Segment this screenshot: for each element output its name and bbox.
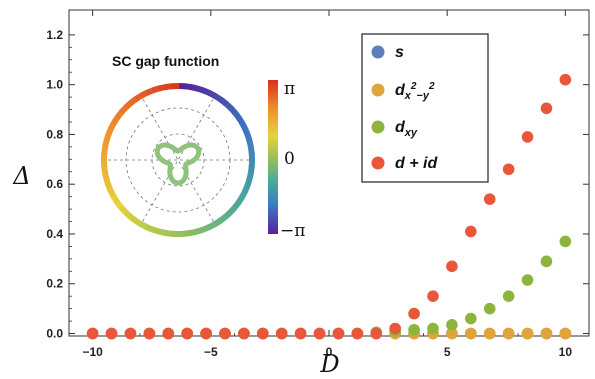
legend-label-s: s	[395, 44, 404, 61]
point-dx2-y2	[559, 327, 572, 340]
point-d-id	[408, 307, 420, 320]
point-d-id	[427, 290, 439, 302]
legend-dx2y2-mid: −y	[416, 90, 429, 102]
x-tick-label: 10	[559, 345, 573, 359]
point-d-id	[540, 102, 553, 115]
colorbar-label-mid: 0	[284, 149, 295, 169]
x-tick-label: −10	[82, 345, 103, 359]
point-d-id	[351, 327, 364, 340]
legend-label-did: d + id	[395, 155, 438, 172]
gap-amplitude-trefoil	[154, 142, 202, 186]
point-dx2-y2	[465, 327, 477, 340]
point-dx2-y2	[540, 327, 553, 340]
x-tick-label: 5	[444, 345, 451, 359]
legend-marker-dxy	[371, 120, 385, 134]
inset: SC gap function π 0 −π	[101, 53, 305, 241]
y-tick-label: 0.6	[46, 177, 63, 191]
legend-dxy-main: d	[395, 119, 406, 136]
point-d-id	[294, 327, 307, 340]
point-d-id	[181, 327, 193, 340]
gap-phase-ring	[101, 83, 255, 237]
point-d-id	[143, 327, 156, 340]
legend-dx2y2-sup1: 2	[410, 81, 417, 92]
point-dxy	[465, 312, 477, 325]
legend-label-dxy: dxy	[395, 119, 418, 139]
point-d-id	[313, 327, 326, 340]
point-d-id	[370, 327, 383, 340]
point-d-id	[559, 73, 572, 86]
x-tick-label: −5	[204, 345, 218, 359]
point-dx2-y2	[521, 327, 534, 340]
legend-marker-dx2y2	[371, 83, 385, 97]
point-dxy	[483, 302, 496, 315]
y-tick-label: 0.0	[46, 327, 63, 341]
point-d-id	[124, 327, 137, 340]
inset-title: SC gap function	[112, 53, 219, 69]
x-tick-label: 0	[326, 345, 333, 359]
point-dx2-y2	[446, 327, 458, 340]
point-d-id	[162, 327, 175, 340]
colorbar-label-top: π	[284, 79, 295, 99]
point-d-id	[105, 327, 118, 340]
point-d-id	[275, 327, 288, 340]
y-tick-label: 0.2	[46, 277, 63, 291]
point-d-id	[219, 327, 231, 340]
point-d-id	[502, 163, 515, 176]
point-dxy	[427, 322, 439, 335]
legend-box	[361, 33, 489, 183]
point-d-id	[200, 327, 212, 340]
y-axis-ticks: 0.0 0.2 0.4 0.6 0.8 1.0 1.2	[46, 28, 589, 341]
point-dxy	[521, 274, 534, 286]
legend-dx2y2-main: d	[395, 82, 406, 99]
colorbar-label-bottom: −π	[280, 221, 305, 241]
point-dxy	[408, 323, 420, 336]
point-d-id	[446, 260, 458, 273]
legend-marker-s	[371, 45, 385, 59]
point-d-id	[257, 327, 269, 340]
point-d-id	[86, 327, 99, 340]
legend-dx2y2-sub: x	[404, 90, 412, 102]
point-dxy	[502, 290, 515, 302]
legend: s dx2−y2 dxy d + id	[361, 33, 489, 183]
point-dxy	[446, 319, 458, 331]
legend-label-dx2y2: dx2−y2	[395, 81, 435, 102]
point-d-id	[465, 225, 477, 238]
point-dx2-y2	[502, 327, 515, 340]
point-d-id	[332, 327, 345, 340]
point-d-id	[521, 131, 534, 143]
y-tick-label: 1.0	[46, 78, 63, 92]
legend-dx2y2-sup2: 2	[428, 81, 435, 92]
y-axis-label: Δ	[12, 162, 30, 190]
point-dxy	[559, 235, 572, 248]
point-d-id	[389, 322, 401, 335]
y-tick-label: 0.4	[46, 227, 63, 241]
legend-dxy-sub: xy	[404, 127, 418, 139]
y-tick-label: 0.8	[46, 127, 63, 141]
y-tick-label: 1.2	[46, 28, 63, 42]
point-dxy	[540, 255, 553, 268]
point-d-id	[483, 193, 496, 205]
x-axis-label: D	[319, 350, 339, 378]
point-d-id	[238, 327, 250, 340]
legend-marker-did	[371, 156, 385, 170]
colorbar	[268, 80, 278, 234]
data-points	[86, 73, 572, 340]
point-dx2-y2	[483, 327, 496, 340]
